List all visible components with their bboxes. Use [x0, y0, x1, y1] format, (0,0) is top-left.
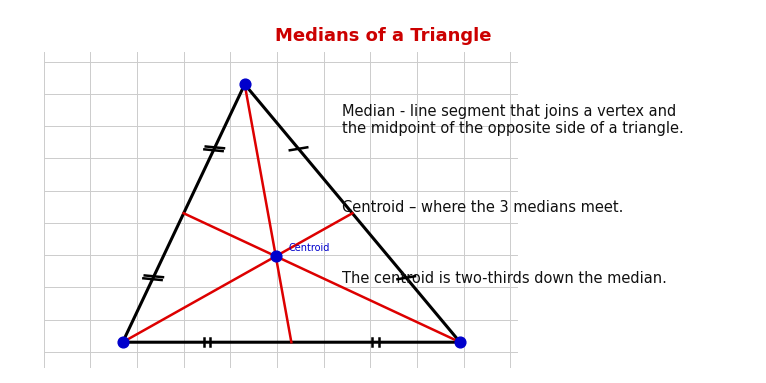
Point — [454, 339, 466, 345]
Point — [238, 81, 250, 87]
Text: Medians of a Triangle: Medians of a Triangle — [275, 27, 491, 45]
Point — [116, 339, 129, 345]
Text: The centroid is two-thirds down the median.: The centroid is two-thirds down the medi… — [342, 271, 666, 286]
Text: Centroid: Centroid — [289, 243, 330, 253]
Text: Centroid – where the 3 medians meet.: Centroid – where the 3 medians meet. — [342, 200, 623, 215]
Point — [270, 253, 282, 259]
Text: Median - line segment that joins a vertex and
the midpoint of the opposite side : Median - line segment that joins a verte… — [342, 104, 683, 136]
